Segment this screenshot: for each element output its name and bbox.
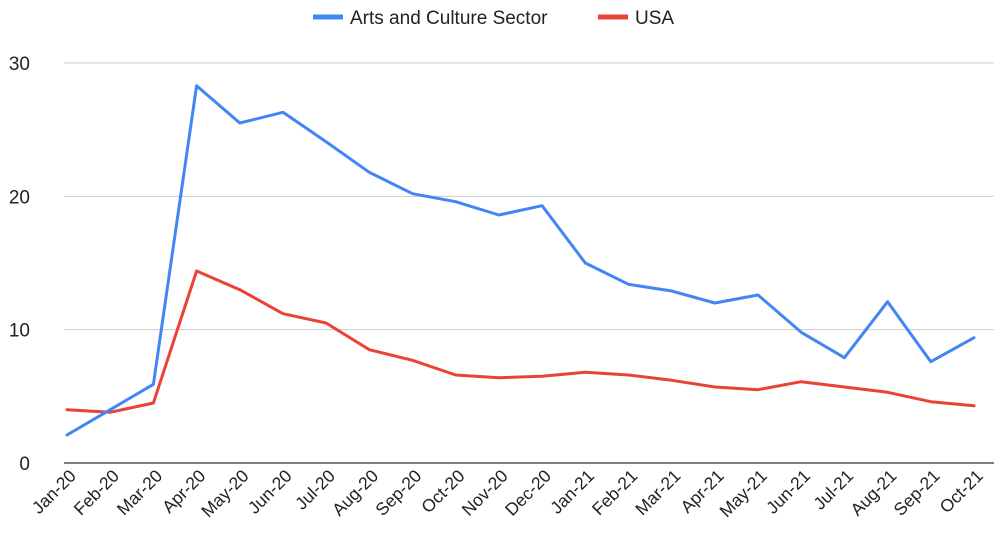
x-tick-label: May-21 (715, 466, 770, 521)
y-tick-label: 10 (9, 321, 30, 342)
legend-label: Arts and Culture Sector (350, 8, 548, 29)
series-line-arts-and-culture-sector (65, 84, 976, 437)
x-tick-label: Jun-21 (762, 466, 814, 518)
y-axis-ticks: 0 10 20 30 (9, 54, 30, 475)
x-tick-label: Sep-20 (371, 466, 425, 520)
legend-label: USA (635, 8, 674, 29)
y-tick-label: 30 (9, 54, 30, 75)
x-tick-label: Nov-20 (458, 466, 512, 520)
y-tick-label: 20 (9, 187, 30, 208)
series-lines (65, 84, 976, 437)
series-line-usa (65, 269, 976, 414)
x-tick-label: Aug-21 (846, 466, 900, 520)
x-tick-label: Jan-20 (28, 466, 80, 518)
x-tick-label: Feb-21 (588, 466, 641, 519)
x-tick-label: Aug-20 (328, 466, 382, 520)
x-tick-label: Mar-21 (631, 466, 684, 519)
x-tick-label: Jun-20 (244, 466, 296, 518)
x-axis-ticks: Jan-20Feb-20Mar-20Apr-20May-20Jun-20Jul-… (28, 466, 987, 522)
x-tick-label: Sep-21 (890, 466, 944, 520)
x-tick-label: Dec-20 (501, 466, 555, 520)
y-tick-label: 0 (19, 454, 30, 475)
legend: Arts and Culture Sector USA (313, 8, 674, 29)
x-tick-label: Feb-20 (70, 466, 124, 520)
x-tick-label: Mar-20 (113, 466, 167, 520)
gridlines (64, 62, 994, 464)
x-tick-label: Oct-21 (936, 466, 987, 517)
x-tick-label: May-20 (197, 466, 253, 522)
x-tick-label: Jan-21 (546, 466, 598, 518)
